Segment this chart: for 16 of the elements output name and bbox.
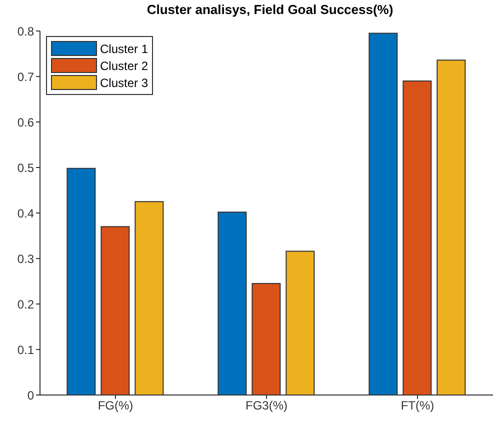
- y-tick-label: 0.2: [17, 297, 34, 312]
- y-tick-label: 0.8: [17, 24, 34, 38]
- x-tick-label: FG(%): [98, 398, 134, 413]
- y-tick-label: 0.6: [17, 115, 34, 130]
- y-tick-label: 0.7: [17, 70, 34, 84]
- y-tick-label: 0.1: [17, 342, 34, 357]
- y-tick-label: 0.3: [17, 252, 34, 266]
- y-tick-label: 0.5: [17, 160, 34, 175]
- x-tick-label: FT(%): [400, 398, 434, 413]
- chart-title: Cluster analisys, Field Goal Success(%): [146, 2, 394, 17]
- x-tick-label: FG3(%): [246, 398, 288, 413]
- legend-label: Cluster 1: [100, 42, 148, 56]
- legend-label: Cluster 3: [100, 76, 148, 90]
- y-tick-label: 0.4: [17, 206, 34, 220]
- y-tick-label: 0: [27, 388, 34, 402]
- legend-label: Cluster 2: [100, 58, 148, 72]
